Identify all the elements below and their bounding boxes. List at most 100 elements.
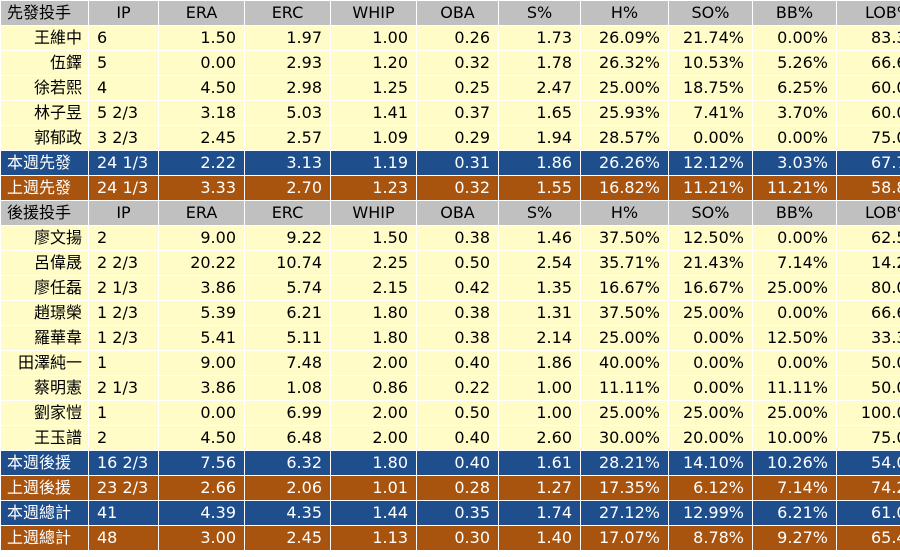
pitcher-name: 廖任磊: [0, 275, 89, 301]
stat-cell: 100.00%: [836, 400, 900, 426]
stat-cell: 0.29: [416, 125, 499, 151]
table-row: 林子昱 5 2/3 3.18 5.03 1.41 0.37 1.65 25.93% 7.41% 3…: [0, 100, 900, 126]
stat-cell: 1 2/3: [88, 325, 159, 351]
stat-cell: 2.15: [330, 275, 417, 301]
stat-cell: 7.56: [158, 450, 245, 476]
stat-cell: 75.00%: [836, 425, 900, 451]
stat-cell: 3 2/3: [88, 125, 159, 151]
stat-cell: 3.18: [158, 100, 245, 126]
stat-cell: 20.22: [158, 250, 245, 276]
stat-cell: 3.00: [158, 525, 245, 551]
stat-cell: 2.98: [244, 75, 331, 101]
pitcher-name: 劉家愷: [0, 400, 89, 426]
pitcher-name: 呂偉晟: [0, 250, 89, 276]
pitcher-name: 本週總計: [0, 500, 89, 526]
stat-cell: 9.00: [158, 225, 245, 251]
stat-cell: 2.45: [244, 525, 331, 551]
stat-cell: 3.70%: [752, 100, 837, 126]
table-row: 郭郁政 3 2/3 2.45 2.57 1.09 0.29 1.94 28.57% 0.00% 0…: [0, 125, 900, 151]
stat-cell: 1.44: [330, 500, 417, 526]
stat-cell: 17.35%: [580, 475, 669, 501]
summary-row: 本週後援 16 2/3 7.56 6.32 1.80 0.40 1.61 28.21% 14.1…: [0, 450, 900, 476]
stat-cell: 16.67%: [668, 275, 753, 301]
stat-cell: 1.20: [330, 50, 417, 76]
stat-cell: 25.00%: [580, 75, 669, 101]
section-header-label: 後援投手: [0, 200, 89, 226]
pitcher-name: 田澤純一: [0, 350, 89, 376]
stat-cell: 0.00%: [668, 325, 753, 351]
pitcher-name: 上週總計: [0, 525, 89, 551]
stat-cell: 1 2/3: [88, 300, 159, 326]
stat-cell: 48: [88, 525, 159, 551]
stat-cell: 11.21%: [668, 175, 753, 201]
stat-cell: 2.54: [498, 250, 581, 276]
stat-cell: 37.50%: [580, 225, 669, 251]
column-header-s-pct: S%: [498, 0, 581, 26]
pitcher-name: 王維中: [0, 25, 89, 51]
stat-cell: 66.67%: [836, 50, 900, 76]
stat-cell: 1.78: [498, 50, 581, 76]
stat-cell: 67.74%: [836, 150, 900, 176]
table-row: 廖文揚 2 9.00 9.22 1.50 0.38 1.46 37.50% 12.50% 0.00…: [0, 225, 900, 251]
stat-cell: 1.13: [330, 525, 417, 551]
stat-cell: 1.65: [498, 100, 581, 126]
stat-cell: 40.00%: [580, 350, 669, 376]
column-header-ip: IP: [88, 0, 159, 26]
pitcher-name: 上週後援: [0, 475, 89, 501]
table-row: 王維中 6 1.50 1.97 1.00 0.26 1.73 26.09% 21.74% 0.00…: [0, 25, 900, 51]
stat-cell: 54.05%: [836, 450, 900, 476]
stat-cell: 60.00%: [836, 100, 900, 126]
stat-cell: 0.40: [416, 350, 499, 376]
stat-cell: 1.80: [330, 300, 417, 326]
stat-cell: 11.21%: [752, 175, 837, 201]
stat-cell: 20.00%: [668, 425, 753, 451]
stat-cell: 6: [88, 25, 159, 51]
stat-cell: 0.35: [416, 500, 499, 526]
table-row: 王玉譜 2 4.50 6.48 2.00 0.40 2.60 30.00% 20.00% 10.0…: [0, 425, 900, 451]
stat-cell: 2.25: [330, 250, 417, 276]
stat-cell: 41: [88, 500, 159, 526]
stat-cell: 1.50: [330, 225, 417, 251]
stat-cell: 2: [88, 225, 159, 251]
stat-cell: 0.00%: [752, 350, 837, 376]
stat-cell: 2.70: [244, 175, 331, 201]
stat-cell: 62.50%: [836, 225, 900, 251]
pitcher-name: 伍鐸: [0, 50, 89, 76]
stat-cell: 2.57: [244, 125, 331, 151]
stat-cell: 1.61: [498, 450, 581, 476]
stat-cell: 0.32: [416, 50, 499, 76]
stat-cell: 2.45: [158, 125, 245, 151]
stat-cell: 2.93: [244, 50, 331, 76]
stat-cell: 21.43%: [668, 250, 753, 276]
stat-cell: 1.35: [498, 275, 581, 301]
stat-cell: 1.23: [330, 175, 417, 201]
stat-cell: 1.25: [330, 75, 417, 101]
table-row: 劉家愷 1 0.00 6.99 2.00 0.50 1.00 25.00% 25.00% 25.0…: [0, 400, 900, 426]
stat-cell: 24 1/3: [88, 150, 159, 176]
stat-cell: 1.27: [498, 475, 581, 501]
stat-cell: 1.86: [498, 350, 581, 376]
pitcher-name: 林子昱: [0, 100, 89, 126]
stat-cell: 10.26%: [752, 450, 837, 476]
stat-cell: 2.22: [158, 150, 245, 176]
stat-cell: 66.67%: [836, 300, 900, 326]
stat-cell: 3.13: [244, 150, 331, 176]
stat-cell: 5.11: [244, 325, 331, 351]
stat-cell: 83.33%: [836, 25, 900, 51]
stat-cell: 2 1/3: [88, 275, 159, 301]
stat-cell: 37.50%: [580, 300, 669, 326]
table-row: 徐若熙 4 4.50 2.98 1.25 0.25 2.47 25.00% 18.75% 6.25…: [0, 75, 900, 101]
summary-row: 上週先發 24 1/3 3.33 2.70 1.23 0.32 1.55 16.82% 11.2…: [0, 175, 900, 201]
stat-cell: 1.09: [330, 125, 417, 151]
stat-cell: 1.40: [498, 525, 581, 551]
stat-cell: 6.99: [244, 400, 331, 426]
stat-cell: 2.06: [244, 475, 331, 501]
stat-cell: 0.00%: [752, 25, 837, 51]
column-header-era: ERA: [158, 0, 245, 26]
stat-cell: 2.47: [498, 75, 581, 101]
column-header-era: ERA: [158, 200, 245, 226]
column-header-oba: OBA: [416, 200, 499, 226]
stat-cell: 1.00: [498, 400, 581, 426]
stat-cell: 12.99%: [668, 500, 753, 526]
